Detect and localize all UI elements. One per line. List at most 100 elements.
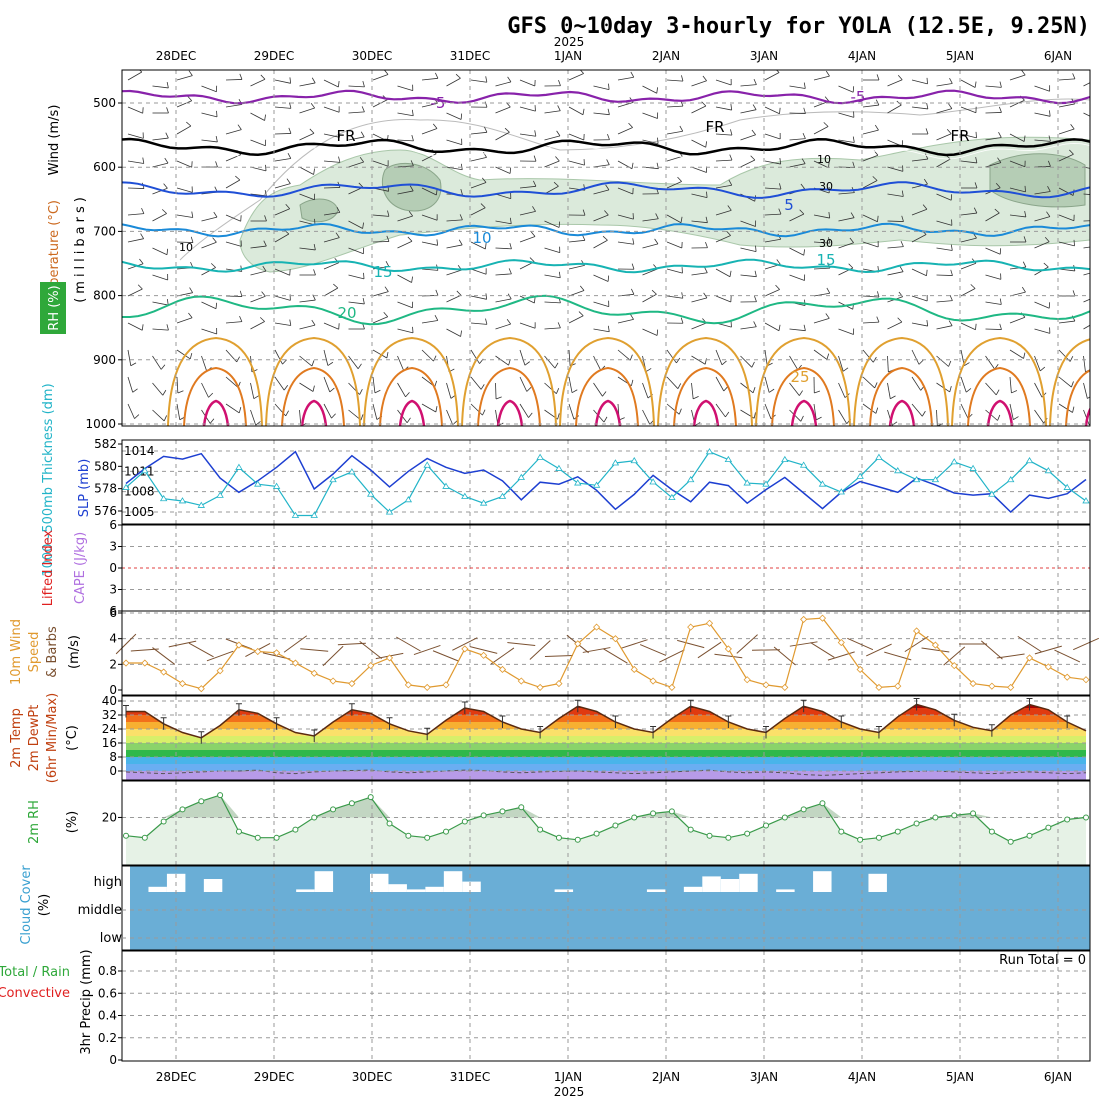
wind-barb-flag <box>357 363 362 370</box>
wind-barb <box>127 322 143 331</box>
wind-barb-flag <box>998 106 1002 113</box>
wind-barb <box>470 157 487 162</box>
wind-barb <box>421 214 438 221</box>
wind-barb-flag <box>721 360 727 366</box>
wind-barb-flag <box>166 107 169 114</box>
wind-barb <box>813 292 830 297</box>
tick-label: 0.4 <box>98 1009 117 1023</box>
contour-minus5 <box>122 89 1090 105</box>
wind-barb <box>1058 153 1074 162</box>
wind-barb-flag <box>727 205 732 211</box>
wind-barb <box>617 319 634 324</box>
wind-barb <box>691 272 708 276</box>
wind-barb-flag <box>848 263 854 269</box>
wind-barb <box>250 270 267 276</box>
thickness-point <box>517 473 526 480</box>
wind-barb-flag <box>814 390 821 394</box>
wind-barb-flag <box>654 238 659 245</box>
wind-barb <box>470 131 487 135</box>
tick-label: 40 <box>102 694 117 708</box>
wind-barb-10m <box>168 640 197 648</box>
wind-barb-flag <box>265 164 267 171</box>
wind-barb <box>862 349 874 363</box>
wind-barb <box>176 241 194 243</box>
wind-barb-flag <box>434 380 438 387</box>
wind-barb <box>985 409 998 421</box>
wind-barb-flag <box>557 413 560 420</box>
wind-barb-flag <box>995 183 1001 189</box>
thickness-point <box>762 480 770 487</box>
wind-barb <box>127 238 144 243</box>
wind-barb-flag <box>994 208 1000 214</box>
wind-barb-flag <box>1093 75 1097 79</box>
wind-barb <box>936 158 951 168</box>
wind-barb-flag <box>436 239 439 246</box>
wind-barb-flag <box>703 292 708 299</box>
wind-barb-flag <box>411 276 413 283</box>
wind-barb <box>862 403 877 414</box>
wind-barb-flag <box>800 415 804 422</box>
wind-barb <box>495 298 512 303</box>
wind-barb-10m <box>904 635 929 653</box>
wind-barb-flag <box>556 388 560 394</box>
wind-barb <box>323 376 331 393</box>
y-label-rh2m-1: 2m RH <box>27 800 42 844</box>
tick-label: 1000 <box>85 417 116 431</box>
wind-barb <box>715 184 732 189</box>
wind-speed-point <box>122 659 130 667</box>
wind-barb-flag <box>752 387 756 393</box>
wind-speed-point <box>894 682 902 690</box>
wind-barb <box>1083 324 1090 330</box>
wind-barbs-10m <box>115 633 1099 667</box>
wind-barb <box>936 247 953 251</box>
wind-barb <box>764 187 781 190</box>
wind-barb <box>666 105 683 108</box>
y-label-wind: Wind (m/s) <box>47 105 62 176</box>
wind-barb <box>813 126 829 135</box>
wind-barb-flag <box>459 214 463 221</box>
temp-band <box>126 715 1086 722</box>
rh-point <box>800 806 807 813</box>
wind-barb-flag <box>768 388 775 393</box>
wind-barb <box>740 274 757 278</box>
wind-barb <box>764 106 780 115</box>
contour-label: 10 <box>472 229 491 247</box>
wind-barb <box>1058 268 1075 272</box>
wind-barb <box>397 301 413 309</box>
wind-barb-flag <box>288 127 292 134</box>
cloud-bar-high <box>388 884 407 892</box>
wind-barb-flag <box>874 382 878 389</box>
wind-barb-flag <box>187 96 193 102</box>
wind-barb <box>127 187 145 189</box>
wind-barb <box>887 220 904 222</box>
cloud-bar-high <box>203 879 223 892</box>
wind-barb-flag <box>1047 186 1051 192</box>
wind-barb <box>225 179 241 189</box>
wind-speed-point <box>517 677 525 685</box>
wind-speed-point <box>762 681 770 689</box>
wind-barb <box>225 403 240 414</box>
wind-barb-flag <box>1098 190 1099 196</box>
wind-barb <box>397 215 413 222</box>
cloud-levels: high middle low <box>78 875 1090 946</box>
rh-point <box>838 828 845 835</box>
wind-barb <box>446 409 454 425</box>
thickness-point <box>159 494 168 502</box>
rh-point <box>123 832 129 839</box>
contour-25 <box>167 336 263 426</box>
wind-barb-flag <box>239 315 243 322</box>
wind-barb <box>446 139 462 146</box>
wind-barb <box>176 75 193 81</box>
contour-30 <box>967 366 1031 426</box>
contour-label: 20 <box>337 304 356 322</box>
wind-speed-point <box>630 665 638 674</box>
wind-barb <box>1034 216 1050 222</box>
wind-barb-flag <box>264 215 267 222</box>
wind-barb <box>519 403 529 418</box>
wind-barb <box>152 213 167 222</box>
wind-barb-flag <box>189 353 193 360</box>
wind-barb-flag <box>874 124 879 131</box>
wind-speed-point <box>724 645 732 653</box>
wind-barb <box>495 323 511 330</box>
wind-barb-flag <box>215 135 218 143</box>
